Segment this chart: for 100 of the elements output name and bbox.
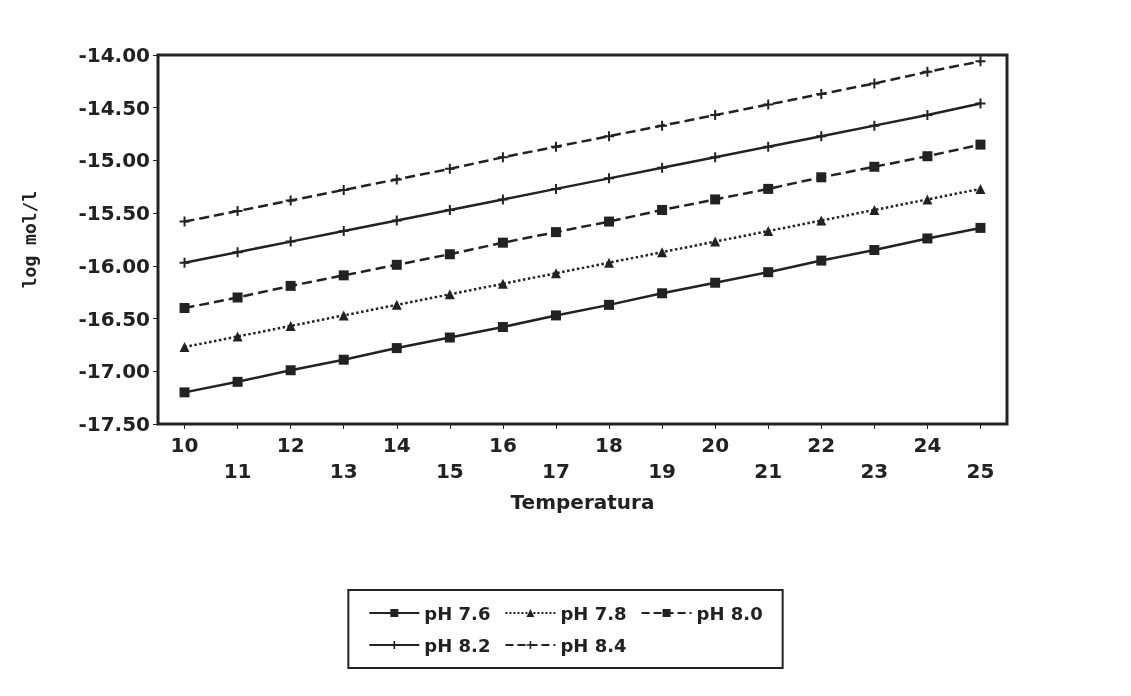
point: [922, 151, 933, 162]
x-tick-label: 13: [329, 459, 358, 483]
y-tick-label: -14.50: [78, 95, 150, 120]
point: [391, 343, 402, 354]
point: [869, 120, 880, 131]
point: [763, 267, 774, 278]
point: [232, 206, 243, 217]
point: [816, 255, 827, 266]
y-tick-label: -16.00: [78, 253, 150, 278]
y-tick-label: -17.00: [78, 359, 150, 384]
point: [550, 141, 561, 152]
point: [497, 152, 508, 163]
point: [657, 120, 668, 131]
x-tick-label: 12: [276, 433, 305, 457]
point: [869, 245, 880, 256]
point: [232, 247, 243, 258]
legend-label: pH 8.0: [696, 602, 763, 624]
y-axis-title: log mol/l: [18, 190, 40, 289]
x-tick-label: 24: [913, 433, 942, 457]
point: [604, 173, 615, 184]
point: [338, 354, 349, 365]
point: [657, 288, 668, 299]
point: [922, 233, 933, 244]
point: [604, 257, 615, 268]
point: [444, 163, 455, 174]
point: [922, 110, 933, 121]
y-tick-label: -16.50: [78, 306, 150, 331]
y-tick-label: -15.00: [78, 148, 150, 173]
point: [550, 183, 561, 194]
x-tick-label: 23: [860, 459, 889, 483]
point: [763, 99, 774, 110]
point: [710, 110, 721, 121]
point: [179, 216, 190, 227]
x-tick-label: 20: [701, 433, 730, 457]
x-tick-label: 25: [966, 459, 995, 483]
legend-label: pH 7.8: [560, 602, 627, 624]
point: [285, 280, 296, 291]
x-tick-label: 11: [223, 459, 252, 483]
x-tick-label: 22: [807, 433, 836, 457]
point: [550, 310, 561, 321]
legend-label: pH 8.2: [424, 634, 491, 656]
point: [338, 270, 349, 281]
x-tick-label: 15: [435, 459, 464, 483]
x-tick-label: 19: [648, 459, 677, 483]
point: [763, 141, 774, 152]
point: [869, 78, 880, 89]
point: [816, 89, 827, 100]
point: [285, 320, 296, 331]
x-tick-label: 10: [170, 433, 199, 457]
point: [497, 237, 508, 248]
point: [869, 161, 880, 172]
point: [657, 247, 668, 258]
point: [869, 204, 880, 215]
point: [179, 342, 190, 353]
y-tick-label: -14.00: [78, 43, 150, 67]
x-tick-label: 16: [488, 433, 517, 457]
point: [763, 183, 774, 194]
x-tick-label: 21: [754, 459, 783, 483]
point: [338, 310, 349, 321]
point: [232, 376, 243, 387]
point: [232, 292, 243, 303]
x-axis-title: Temperatura: [510, 490, 655, 514]
point: [710, 236, 721, 247]
point: [975, 56, 986, 67]
point: [975, 98, 986, 109]
point: [444, 204, 455, 215]
point: [550, 268, 561, 279]
point: [497, 322, 508, 333]
point: [444, 289, 455, 300]
y-tick-label: -15.50: [78, 201, 150, 226]
point: [975, 139, 986, 150]
point: [338, 184, 349, 195]
point: [657, 204, 668, 215]
point: [285, 195, 296, 206]
x-tick-label: 14: [382, 433, 411, 457]
point: [497, 278, 508, 289]
point: [391, 259, 402, 270]
point: [604, 299, 615, 310]
point: [550, 227, 561, 238]
point: [975, 183, 986, 194]
point: [710, 152, 721, 163]
point: [816, 131, 827, 142]
point: [975, 222, 986, 233]
legend-label: pH 8.4: [560, 634, 627, 656]
point: [338, 226, 349, 237]
point: [710, 277, 721, 288]
point: [657, 162, 668, 173]
point: [391, 299, 402, 310]
point: [604, 131, 615, 142]
point: [285, 236, 296, 247]
point: [285, 365, 296, 376]
point: [444, 332, 455, 343]
point: [179, 387, 190, 398]
point: [604, 216, 615, 227]
point: [179, 303, 190, 314]
point: [179, 257, 190, 268]
point: [444, 249, 455, 260]
x-tick-label: 18: [595, 433, 623, 457]
y-tick-label: -17.50: [78, 412, 150, 436]
point: [391, 215, 402, 226]
